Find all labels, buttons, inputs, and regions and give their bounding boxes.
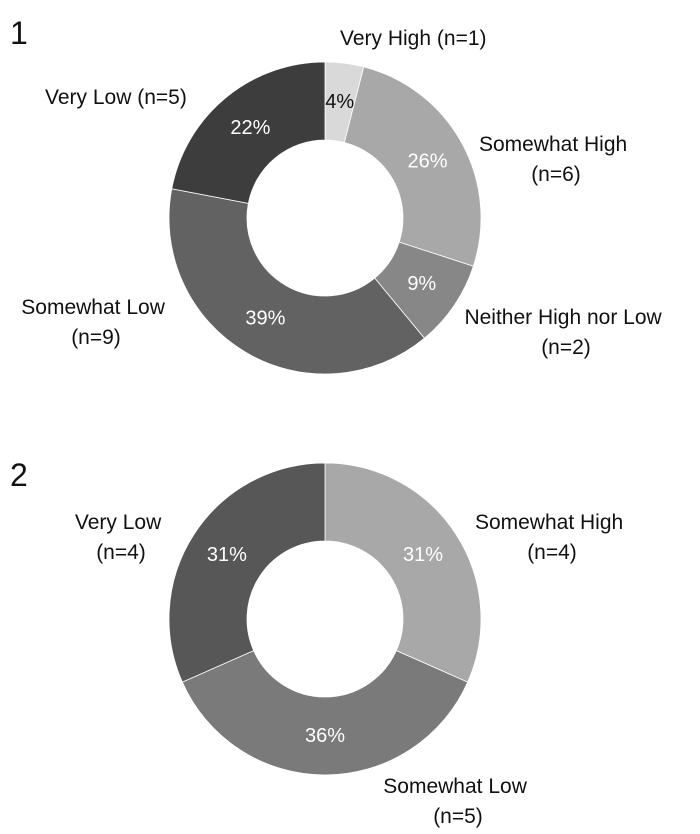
panel-2-number: 2 (10, 457, 28, 493)
label-very-high: Very High (n=1) (340, 27, 487, 50)
pct-label-1-very-high: 4% (325, 91, 354, 113)
pct-label-1-neither-high-nor-low: 9% (407, 273, 436, 295)
panel-2-slices (168, 462, 482, 776)
slice-1-very-low (171, 61, 326, 204)
label-very-low: Very Low (n=5) (45, 86, 187, 109)
pct-label-1-somewhat-high: 26% (408, 151, 448, 173)
panel-1-number: 1 (10, 15, 28, 51)
donut-panel-1: 1 4% 26% 9% 39% 22% Very High (n=1) Somewhat… (10, 15, 667, 375)
pct-label-2-somewhat-high: 31% (403, 544, 443, 566)
label-very-low-2: Very Low (n=4) (75, 511, 167, 564)
slice-2-somewhat-high (324, 462, 482, 683)
label-somewhat-high: Somewhat High (n=6) (479, 133, 633, 186)
label-neither-high-nor-low: Neither High nor Low (n=2) (464, 306, 667, 359)
donut-panel-2: 2 31% 36% 31% Somewhat High (n=4) Somewhat… (10, 457, 629, 828)
label-somewhat-high-2: Somewhat High (n=4) (475, 511, 629, 564)
slice-1-somewhat-high (343, 66, 482, 267)
panel-1-slices (168, 61, 482, 375)
panel-1-percent-labels: 4% 26% 9% 39% 22% (230, 91, 447, 330)
slice-2-somewhat-low (181, 650, 469, 776)
pct-label-2-somewhat-low: 36% (305, 725, 345, 747)
pct-label-1-somewhat-low: 39% (245, 308, 285, 330)
label-somewhat-low: Somewhat Low (n=9) (21, 296, 170, 349)
panel-2-percent-labels: 31% 36% 31% (207, 544, 443, 747)
pct-label-1-very-low: 22% (230, 117, 270, 139)
slice-1-somewhat-low (168, 188, 426, 375)
pct-label-2-very-low: 31% (207, 544, 247, 566)
label-somewhat-low-2: Somewhat Low (n=5) (383, 775, 532, 828)
slice-2-very-low (168, 462, 326, 683)
